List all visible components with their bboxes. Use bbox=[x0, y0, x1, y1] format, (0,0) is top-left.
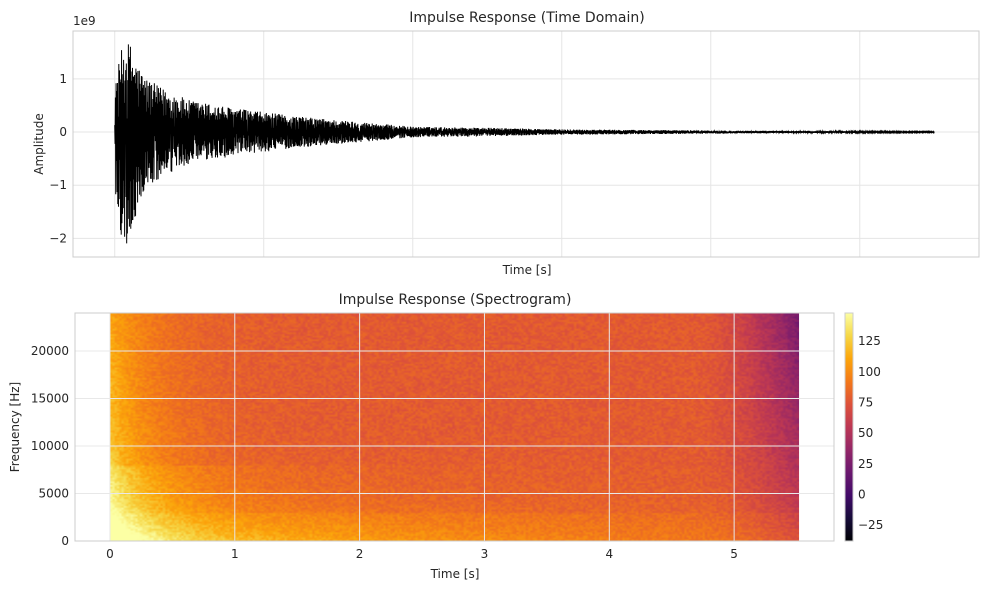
colorbar-gradient bbox=[845, 313, 853, 541]
spectrogram-frame bbox=[74, 312, 835, 542]
time-y-tick-label-1: 0 bbox=[59, 125, 67, 139]
spectrogram-y-ticks: 0 5000 10000 15000 20000 bbox=[31, 344, 69, 548]
colorbar-tick-label-4: 75 bbox=[858, 395, 873, 409]
colorbar-tick-label-0: −25 bbox=[858, 518, 883, 532]
spec-x-tick-label-4: 4 bbox=[605, 547, 613, 561]
spectrogram-chart: Impulse Response (Spectrogram) 0 1 2 3 4 5 0 5… bbox=[8, 292, 835, 581]
spec-y-tick-label-4: 20000 bbox=[31, 344, 69, 358]
time-domain-y-ticks: 1 0 −1 −2 bbox=[49, 72, 67, 246]
time-y-tick-label-0: 1 bbox=[59, 72, 67, 86]
spectrogram-image bbox=[109, 313, 800, 541]
impulse-response-line bbox=[114, 44, 935, 244]
time-domain-x-label: Time [s] bbox=[502, 263, 552, 277]
spec-x-tick-label-0: 0 bbox=[106, 547, 114, 561]
colorbar-tick-label-2: 25 bbox=[858, 457, 873, 471]
colorbar-tick-label-1: 0 bbox=[858, 487, 866, 501]
spec-x-tick-label-2: 2 bbox=[356, 547, 364, 561]
spectrogram-title: Impulse Response (Spectrogram) bbox=[339, 292, 572, 308]
spec-y-tick-label-3: 15000 bbox=[31, 392, 69, 406]
time-domain-title: Impulse Response (Time Domain) bbox=[409, 10, 644, 26]
spectrogram-x-label: Time [s] bbox=[430, 567, 480, 581]
time-y-tick-label-2: −1 bbox=[49, 178, 67, 192]
colorbar-tick-label-3: 50 bbox=[858, 426, 873, 440]
time-domain-chart: Impulse Response (Time Domain) 1 0 −1 −2 1e… bbox=[32, 10, 980, 277]
spec-x-tick-label-3: 3 bbox=[481, 547, 489, 561]
spec-y-tick-label-2: 10000 bbox=[31, 439, 69, 453]
spec-y-tick-label-0: 0 bbox=[61, 534, 69, 548]
spec-x-tick-label-1: 1 bbox=[231, 547, 239, 561]
spec-y-tick-label-1: 5000 bbox=[38, 487, 69, 501]
colorbar: −25 0 25 50 75 100 125 bbox=[844, 312, 883, 542]
colorbar-tick-label-6: 125 bbox=[858, 334, 881, 348]
colorbar-ticks: −25 0 25 50 75 100 125 bbox=[858, 334, 883, 532]
time-y-tick-label-3: −2 bbox=[49, 231, 67, 245]
spectrogram-x-ticks: 0 1 2 3 4 5 bbox=[106, 547, 738, 561]
colorbar-tick-label-5: 100 bbox=[858, 365, 881, 379]
y-offset-label: 1e9 bbox=[73, 14, 96, 28]
time-domain-y-label: Amplitude bbox=[32, 113, 46, 175]
spec-x-tick-label-5: 5 bbox=[730, 547, 738, 561]
time-domain-frame bbox=[72, 30, 980, 258]
spectrogram-y-label: Frequency [Hz] bbox=[8, 382, 22, 473]
colorbar-frame bbox=[844, 312, 854, 542]
